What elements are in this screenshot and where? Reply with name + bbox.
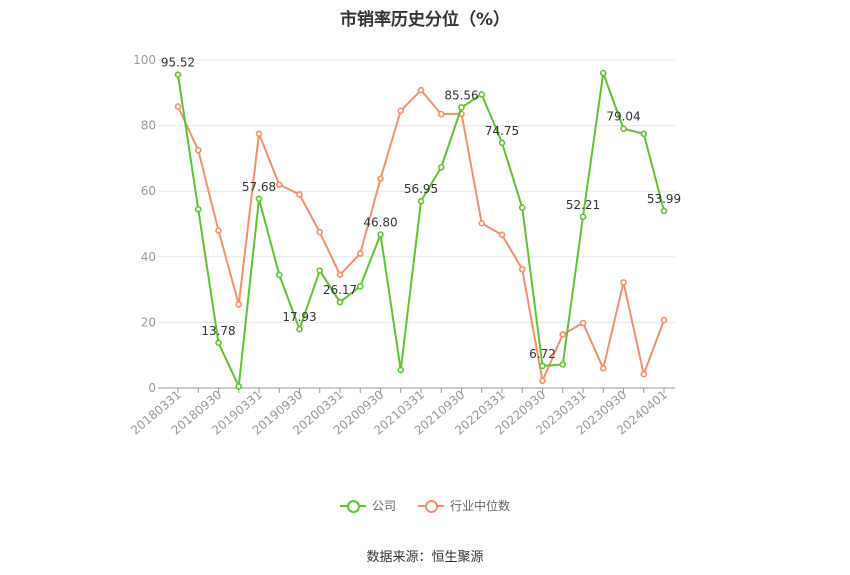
data-point-company bbox=[579, 213, 587, 221]
data-label: 13.78 bbox=[201, 324, 235, 338]
data-label: 57.68 bbox=[242, 180, 276, 194]
legend-item-company[interactable]: 公司 bbox=[339, 497, 396, 514]
data-label: 79.04 bbox=[606, 110, 640, 124]
legend-swatch-company-icon bbox=[339, 499, 366, 513]
y-tick-label: 40 bbox=[141, 250, 156, 264]
data-label: 53.99 bbox=[647, 192, 681, 206]
data-point-company bbox=[316, 267, 324, 274]
data-point-industry-median bbox=[275, 181, 283, 188]
data-label: 56.95 bbox=[404, 182, 438, 196]
data-point-company bbox=[417, 197, 425, 205]
data-point-company bbox=[235, 383, 243, 390]
data-point-company bbox=[539, 362, 546, 370]
data-point-company bbox=[397, 366, 405, 374]
data-point-company bbox=[599, 69, 607, 77]
y-tick-label: 60 bbox=[141, 184, 156, 198]
data-point-company bbox=[518, 204, 526, 211]
data-point-industry-median bbox=[215, 227, 222, 234]
data-point-industry-median bbox=[620, 279, 627, 286]
data-point-company bbox=[174, 71, 182, 78]
data-label: 52.21 bbox=[566, 198, 600, 212]
data-point-company bbox=[620, 125, 627, 133]
data-point-company bbox=[336, 298, 344, 306]
y-tick-label: 0 bbox=[148, 381, 156, 395]
data-label: 6.72 bbox=[529, 347, 556, 361]
data-point-company bbox=[296, 325, 303, 333]
data-label: 85.56 bbox=[444, 88, 478, 102]
data-point-industry-median bbox=[356, 250, 364, 257]
y-tick-label: 80 bbox=[141, 119, 156, 133]
series-line-industry-median bbox=[177, 89, 665, 382]
data-point-company bbox=[437, 163, 445, 171]
data-point-industry-median bbox=[377, 175, 384, 183]
legend-swatch-industry-icon bbox=[418, 499, 444, 513]
data-point-industry-median bbox=[397, 107, 405, 115]
data-point-industry-median bbox=[316, 228, 324, 236]
data-point-industry-median bbox=[255, 130, 263, 138]
data-point-company bbox=[215, 339, 222, 347]
data-point-company bbox=[498, 139, 506, 147]
data-point-company bbox=[255, 195, 263, 203]
chart-title: 市销率历史分位（%） bbox=[339, 10, 511, 30]
data-point-company bbox=[478, 91, 486, 98]
data-point-company bbox=[194, 205, 202, 213]
data-label: 95.52 bbox=[161, 56, 195, 70]
data-point-industry-median bbox=[559, 331, 567, 338]
data-point-industry-median bbox=[336, 271, 344, 279]
data-point-industry-median bbox=[498, 231, 506, 239]
data-source-note: 数据来源：恒生聚源 bbox=[366, 550, 484, 565]
data-label: 26.17 bbox=[323, 283, 357, 297]
data-label: 74.75 bbox=[485, 124, 519, 138]
y-tick-label: 100 bbox=[133, 53, 156, 67]
data-point-industry-median bbox=[174, 103, 182, 110]
data-point-industry-median bbox=[437, 110, 445, 118]
data-point-industry-median bbox=[478, 220, 486, 227]
data-point-company bbox=[275, 271, 283, 279]
legend-label-industry-median: 行业中位数 bbox=[450, 499, 511, 513]
data-point-company bbox=[559, 361, 567, 368]
data-point-industry-median bbox=[599, 365, 607, 372]
data-point-industry-median bbox=[579, 319, 587, 327]
data-point-company bbox=[458, 104, 465, 111]
data-point-industry-median bbox=[296, 191, 303, 198]
data-point-industry-median bbox=[660, 316, 668, 324]
data-label: 46.80 bbox=[363, 215, 397, 229]
data-point-industry-median bbox=[235, 301, 243, 308]
data-point-industry-median bbox=[518, 265, 526, 273]
data-point-company bbox=[377, 231, 384, 238]
data-point-company bbox=[356, 283, 364, 290]
data-label: 17.93 bbox=[282, 310, 316, 324]
chart-legend: 公司 行业中位数 bbox=[0, 497, 850, 514]
y-tick-label: 20 bbox=[141, 315, 156, 329]
data-point-industry-median bbox=[194, 146, 202, 154]
data-point-industry-median bbox=[539, 377, 546, 385]
data-point-industry-median bbox=[417, 86, 425, 94]
data-point-company bbox=[640, 130, 648, 138]
legend-label-company: 公司 bbox=[371, 499, 396, 513]
data-point-company bbox=[660, 207, 668, 215]
data-point-industry-median bbox=[640, 370, 648, 378]
legend-item-industry-median[interactable]: 行业中位数 bbox=[418, 497, 510, 514]
